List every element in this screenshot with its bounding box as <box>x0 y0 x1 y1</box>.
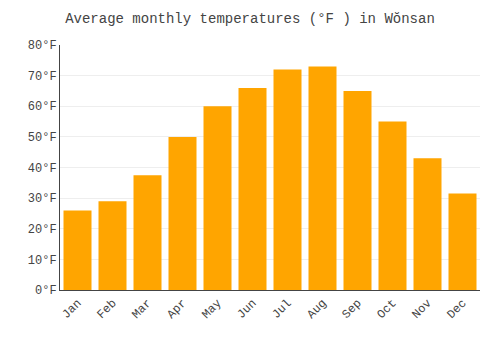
svg-text:80°F: 80°F <box>28 39 57 53</box>
svg-text:60°F: 60°F <box>28 100 57 114</box>
svg-text:Nov: Nov <box>409 297 434 322</box>
svg-text:20°F: 20°F <box>28 223 57 237</box>
svg-text:Sep: Sep <box>339 297 364 322</box>
svg-text:Jul: Jul <box>269 297 294 322</box>
svg-text:Feb: Feb <box>94 297 119 322</box>
svg-text:Jan: Jan <box>59 297 84 322</box>
svg-text:10°F: 10°F <box>28 254 57 268</box>
svg-text:50°F: 50°F <box>28 131 57 145</box>
svg-text:Jun: Jun <box>234 297 259 322</box>
svg-text:Apr: Apr <box>164 297 189 322</box>
svg-text:Dec: Dec <box>444 297 469 322</box>
svg-text:70°F: 70°F <box>28 70 57 84</box>
svg-text:Average monthly temperatures (: Average monthly temperatures (°F ) in Wŏ… <box>65 11 435 27</box>
svg-text:0°F: 0°F <box>35 284 57 298</box>
svg-text:Aug: Aug <box>304 297 329 322</box>
svg-text:Oct: Oct <box>374 297 399 322</box>
svg-text:Mar: Mar <box>129 297 154 322</box>
svg-text:40°F: 40°F <box>28 162 57 176</box>
svg-text:May: May <box>199 297 224 322</box>
svg-text:30°F: 30°F <box>28 192 57 206</box>
